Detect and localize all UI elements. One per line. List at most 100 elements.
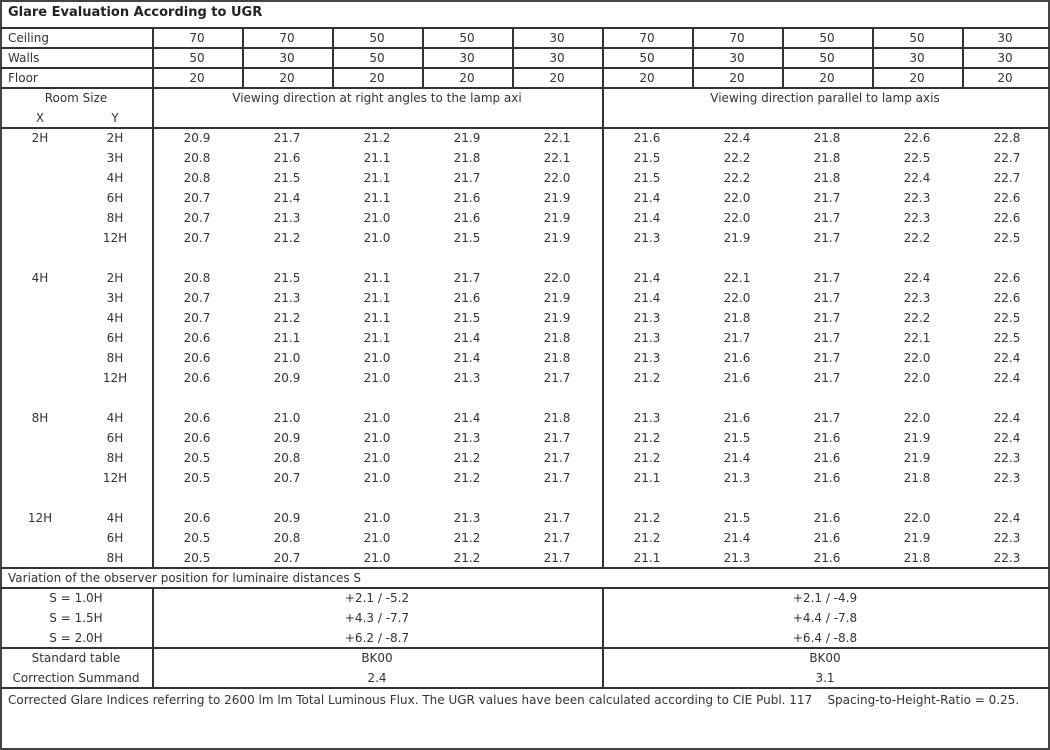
- ugr-value-parallel: 22.5: [903, 151, 931, 165]
- ugr-value-perpendicular: 21.5: [273, 171, 301, 185]
- ugr-value-perpendicular: 21.7: [543, 431, 571, 445]
- ugr-value-perpendicular: 21.0: [273, 351, 301, 365]
- ugr-value-perpendicular: 22.1: [543, 131, 571, 145]
- col-divider: [152, 87, 154, 567]
- ugr-value-perpendicular: 20.9: [273, 371, 301, 385]
- ugr-value-parallel: 21.7: [813, 371, 841, 385]
- ugr-value-parallel: 22.6: [993, 271, 1021, 285]
- ugr-value-parallel: 22.3: [993, 551, 1021, 565]
- reflectance-value: 30: [549, 51, 565, 65]
- ugr-value-perpendicular: 21.5: [453, 311, 481, 325]
- reflectance-value: 50: [819, 31, 835, 45]
- ugr-value-perpendicular: 21.9: [453, 131, 481, 145]
- reflectance-value: 50: [369, 51, 385, 65]
- ugr-value-parallel: 21.6: [723, 351, 751, 365]
- ugr-value-parallel: 22.6: [993, 191, 1021, 205]
- col-divider: [152, 27, 154, 87]
- ugr-value-perpendicular: 21.7: [543, 471, 571, 485]
- reflectance-value: 30: [909, 51, 925, 65]
- ugr-value-perpendicular: 21.1: [363, 311, 391, 325]
- ugr-value-parallel: 22.3: [993, 471, 1021, 485]
- variation-perpendicular: +6.2 / -8.7: [344, 631, 410, 645]
- ugr-value-perpendicular: 21.0: [363, 431, 391, 445]
- variation-perpendicular: +2.1 / -5.2: [344, 591, 410, 605]
- ugr-value-parallel: 21.9: [723, 231, 751, 245]
- row-divider: [0, 127, 1050, 129]
- ugr-value-parallel: 22.0: [903, 511, 931, 525]
- ugr-value-parallel: 22.3: [993, 531, 1021, 545]
- ugr-value-perpendicular: 21.6: [453, 191, 481, 205]
- reflectance-value: 20: [369, 71, 385, 85]
- ugr-value-perpendicular: 21.8: [543, 411, 571, 425]
- ugr-value-perpendicular: 21.1: [273, 331, 301, 345]
- ugr-value-perpendicular: 22.0: [543, 271, 571, 285]
- ugr-value-parallel: 21.2: [633, 431, 661, 445]
- ugr-value-perpendicular: 21.0: [363, 551, 391, 565]
- ugr-value-perpendicular: 21.8: [453, 151, 481, 165]
- reflectance-value: 30: [549, 31, 565, 45]
- perpendicular-header: Viewing direction at right angles to the…: [232, 91, 522, 105]
- standard-table-perpendicular: BK00: [361, 651, 393, 665]
- ugr-value-parallel: 21.7: [813, 311, 841, 325]
- ugr-value-parallel: 22.4: [903, 171, 931, 185]
- room-y-label: 3H: [106, 151, 124, 165]
- ugr-value-parallel: 21.7: [813, 351, 841, 365]
- ugr-value-parallel: 21.7: [813, 331, 841, 345]
- ugr-value-perpendicular: 21.1: [363, 151, 391, 165]
- ugr-value-perpendicular: 21.7: [543, 531, 571, 545]
- col-divider: [872, 27, 874, 87]
- ugr-value-perpendicular: 20.8: [183, 171, 211, 185]
- ugr-value-perpendicular: 20.6: [183, 351, 211, 365]
- ugr-value-parallel: 21.8: [813, 131, 841, 145]
- ugr-value-perpendicular: 21.9: [543, 211, 571, 225]
- col-divider: [602, 27, 604, 87]
- ugr-value-parallel: 21.2: [633, 511, 661, 525]
- ugr-value-perpendicular: 20.7: [183, 211, 211, 225]
- reflectance-value: 30: [279, 51, 295, 65]
- ugr-value-parallel: 22.4: [993, 511, 1021, 525]
- ugr-value-perpendicular: 21.1: [363, 271, 391, 285]
- ugr-value-parallel: 21.4: [723, 531, 751, 545]
- ugr-value-parallel: 21.3: [633, 411, 661, 425]
- ugr-value-parallel: 21.3: [633, 311, 661, 325]
- ugr-value-perpendicular: 21.8: [543, 351, 571, 365]
- ugr-value-parallel: 22.4: [993, 351, 1021, 365]
- col-divider: [512, 27, 514, 87]
- room-y-label: 2H: [106, 131, 124, 145]
- ugr-value-perpendicular: 21.8: [543, 331, 571, 345]
- ugr-value-parallel: 21.4: [723, 451, 751, 465]
- ugr-value-parallel: 22.0: [903, 411, 931, 425]
- room-y-label: 2H: [106, 271, 124, 285]
- reflectance-value: 20: [189, 71, 205, 85]
- reflectance-label: Walls: [8, 51, 40, 65]
- ugr-value-perpendicular: 21.7: [543, 511, 571, 525]
- reflectance-value: 20: [729, 71, 745, 85]
- room-y-label: 4H: [106, 411, 124, 425]
- row-divider: [0, 47, 1050, 49]
- ugr-value-parallel: 22.0: [723, 211, 751, 225]
- ugr-value-perpendicular: 21.9: [543, 231, 571, 245]
- ugr-value-perpendicular: 21.3: [273, 291, 301, 305]
- row-divider: [0, 67, 1050, 69]
- reflectance-value: 50: [639, 51, 655, 65]
- ugr-value-parallel: 22.0: [903, 351, 931, 365]
- room-y-label: 12H: [102, 231, 128, 245]
- reflectance-value: 20: [639, 71, 655, 85]
- room-y-label: 6H: [106, 531, 124, 545]
- ugr-value-parallel: 21.5: [723, 511, 751, 525]
- reflectance-value: 50: [459, 31, 475, 45]
- ugr-value-parallel: 21.6: [633, 131, 661, 145]
- ugr-value-parallel: 22.3: [903, 191, 931, 205]
- col-divider: [242, 27, 244, 87]
- room-y-label: 12H: [102, 471, 128, 485]
- reflectance-value: 70: [279, 31, 295, 45]
- ugr-value-perpendicular: 21.0: [273, 411, 301, 425]
- ugr-value-parallel: 21.8: [813, 151, 841, 165]
- correction-parallel: 3.1: [815, 671, 835, 685]
- standard-table-parallel: BK00: [809, 651, 841, 665]
- ugr-value-parallel: 21.4: [633, 211, 661, 225]
- variation-title: Variation of the observer position for l…: [8, 571, 362, 585]
- variation-label: S = 1.5H: [49, 611, 103, 625]
- room-x-label: 4H: [31, 271, 49, 285]
